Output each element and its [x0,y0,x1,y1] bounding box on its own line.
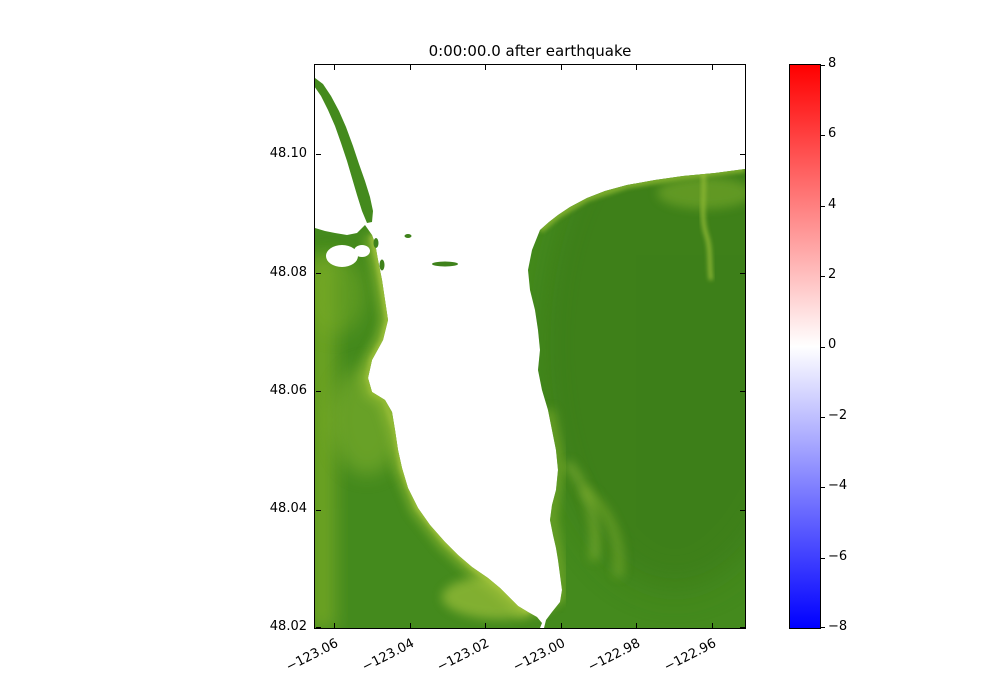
colorbar-tick-mark [821,558,825,559]
colorbar-tick-mark [821,627,825,628]
colorbar-tick-mark [821,487,825,488]
x-tick-label: −123.04 [359,636,417,675]
x-tick-mark [636,65,637,70]
colorbar-tick-label: 0 [828,337,837,352]
colorbar-gradient [790,65,820,628]
y-tick-mark [316,154,321,155]
y-tick-mark [316,273,321,274]
y-tick-mark [740,154,745,155]
colorbar-tick-mark [821,276,825,277]
map-svg [315,65,745,628]
x-tick-mark [410,623,411,628]
plot-title: 0:00:00.0 after earthquake [428,42,632,60]
x-tick-mark [334,623,335,628]
x-tick-label: −122.96 [661,636,719,675]
spit [315,78,373,223]
x-tick-label: −123.02 [434,636,492,675]
map-plot [314,64,746,629]
colorbar-tick-label: −2 [828,408,848,423]
x-tick-label: −123.00 [510,636,568,675]
x-tick-mark [334,65,335,70]
x-tick-mark [410,65,411,70]
y-tick-label: 48.08 [269,265,307,280]
colorbar-tick-mark [821,65,825,66]
colorbar-tick-label: 4 [828,197,837,212]
land-west-mainland [315,225,542,628]
lagoon-channel [354,245,370,257]
x-tick-mark [561,623,562,628]
y-tick-mark [740,627,745,628]
colorbar-tick-label: 6 [828,126,837,141]
x-tick-mark [561,65,562,70]
island [373,238,379,248]
y-tick-mark [316,510,321,511]
island [379,259,385,271]
colorbar-tick-label: −4 [828,478,848,493]
colorbar [789,64,821,629]
colorbar-tick-label: 2 [828,267,837,282]
colorbar-tick-label: −6 [828,549,848,564]
lagoon [326,245,358,267]
y-tick-label: 48.04 [269,501,307,516]
colorbar-tick-mark [821,206,825,207]
x-tick-mark [485,65,486,70]
island [432,261,458,267]
x-tick-label: −122.98 [585,636,643,675]
colorbar-tick-mark [821,135,825,136]
x-tick-mark [636,623,637,628]
y-tick-label: 48.02 [269,619,307,634]
y-tick-mark [316,391,321,392]
y-tick-mark [740,391,745,392]
x-tick-mark [712,623,713,628]
y-tick-mark [316,627,321,628]
x-tick-label: −123.06 [283,636,341,675]
y-tick-mark [740,510,745,511]
colorbar-tick-label: 8 [828,56,837,71]
y-tick-label: 48.06 [269,383,307,398]
colorbar-tick-mark [821,417,825,418]
y-tick-label: 48.10 [269,146,307,161]
colorbar-tick-mark [821,347,825,348]
x-tick-mark [712,65,713,70]
x-tick-mark [485,623,486,628]
y-tick-mark [740,273,745,274]
colorbar-tick-label: −8 [828,619,848,634]
island [404,234,412,238]
